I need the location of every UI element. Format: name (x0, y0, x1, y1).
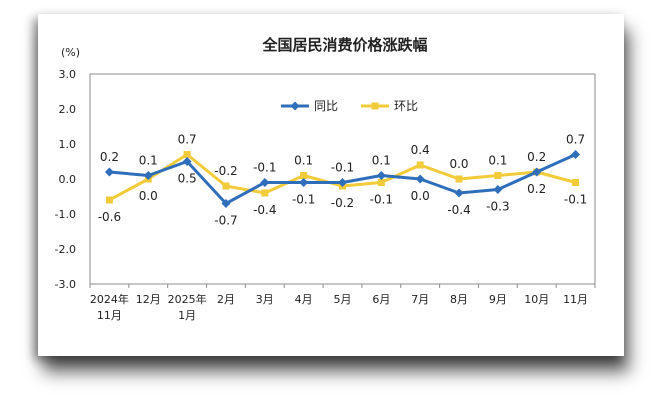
data-point-mom (300, 172, 308, 179)
legend-marker (290, 101, 300, 111)
data-label-mom: 0.2 (527, 182, 546, 196)
data-label-mom: 0.7 (178, 133, 197, 147)
x-tick-label: 11月 (563, 293, 588, 306)
data-point-yoy (221, 199, 231, 208)
x-tick-label: 6月 (372, 293, 390, 306)
data-label-mom: -0.6 (98, 210, 121, 224)
data-point-mom (494, 172, 502, 179)
x-axis: 2024年 11月 12月 2025年 1月 2月 3月 4月 5月 6月 7月 8月 9月 10月 11月 (89, 284, 596, 322)
legend-label: 环比 (394, 99, 418, 113)
data-point-mom (222, 182, 230, 190)
x-tick-label: 5月 (334, 293, 352, 306)
y-tick-label: -3.0 (55, 278, 76, 291)
data-point-mom (105, 196, 113, 204)
y-tick-label: 0.0 (59, 173, 77, 186)
data-point-yoy (104, 167, 114, 177)
data-labels: 0.2 -0.6 0.1 0.0 0.5 0.7 -0.7 -0.2 -0.1 -0.4 -0.1 0… (98, 133, 588, 228)
data-point-yoy (299, 178, 309, 187)
data-label-mom: 0.4 (411, 143, 430, 157)
cpi-line-chart: 全国居民消费价格涨跌幅 (%) 3.0 2.0 1.0 0.0 -1.0 -2.0 -3.0… (55, 36, 596, 322)
plot-area (89, 73, 596, 285)
legend-marker (371, 102, 379, 110)
data-label-yoy: 0.1 (372, 154, 391, 168)
data-point-mom (572, 179, 580, 186)
data-label-yoy: -0.7 (214, 214, 237, 228)
data-point-mom (377, 179, 385, 186)
x-tick-label: 2025年 1月 (168, 292, 207, 322)
data-point-yoy (260, 178, 270, 187)
data-label-mom: -0.1 (564, 193, 587, 207)
x-tick-label: 12月 (136, 293, 161, 306)
x-tick-label: 3月 (256, 293, 274, 306)
series-layer (104, 150, 581, 208)
x-tick-label: 10月 (524, 293, 549, 306)
x-tick-label: 2月 (217, 293, 235, 306)
y-tick-label: 2.0 (59, 103, 77, 116)
data-point-yoy (182, 157, 192, 166)
data-label-yoy: -0.1 (292, 193, 315, 207)
x-tick-label: 8月 (450, 293, 468, 306)
data-point-yoy (493, 185, 503, 194)
x-tick-label: 2024年 11月 (90, 292, 129, 322)
data-label-yoy: 0.5 (178, 172, 197, 186)
data-label-yoy: -0.4 (447, 203, 470, 217)
data-label-yoy: -0.1 (253, 161, 276, 175)
legend-label: 同比 (314, 99, 338, 113)
data-label-yoy: 0.2 (100, 150, 119, 164)
data-label-mom: -0.2 (331, 196, 354, 210)
data-label-mom: 0.1 (294, 154, 313, 168)
data-point-yoy (376, 171, 386, 180)
legend: 同比 环比 (281, 99, 418, 113)
data-point-yoy (532, 167, 542, 177)
data-label-yoy: 0.2 (527, 150, 546, 164)
x-tick-label: 7月 (411, 293, 429, 306)
x-tick-label: 9月 (489, 293, 507, 306)
data-label-yoy: -0.1 (331, 161, 354, 175)
data-point-yoy (143, 171, 153, 180)
data-point-mom (416, 161, 424, 169)
chart-title: 全国居民消费价格涨跌幅 (261, 36, 427, 54)
y-tick-label: -2.0 (55, 243, 76, 256)
data-point-mom (261, 189, 269, 197)
data-point-yoy (454, 188, 464, 198)
data-label-mom: -0.1 (370, 193, 393, 207)
data-label-mom: 0.0 (449, 157, 468, 171)
x-tick-label: 4月 (295, 293, 313, 306)
data-label-yoy: -0.3 (486, 200, 509, 214)
data-label-mom: 0.1 (488, 154, 507, 168)
chart-card: 全国居民消费价格涨跌幅 (%) 3.0 2.0 1.0 0.0 -1.0 -2.0 -3.0… (38, 14, 624, 356)
data-label-yoy: 0.7 (566, 133, 585, 147)
plot-border (89, 73, 596, 285)
data-label-mom: -0.4 (253, 203, 276, 217)
y-tick-label: 1.0 (59, 138, 77, 151)
data-point-yoy (571, 150, 581, 159)
data-point-mom (455, 175, 463, 183)
data-label-mom: -0.2 (214, 164, 237, 178)
data-label-mom: 0.0 (139, 189, 158, 203)
data-point-yoy (338, 178, 347, 187)
y-tick-label: -1.0 (55, 208, 76, 221)
y-axis-unit-label: (%) (61, 46, 80, 59)
y-axis: 3.0 2.0 1.0 0.0 -1.0 -2.0 -3.0 (55, 68, 76, 291)
data-label-yoy: 0.1 (139, 154, 158, 168)
data-label-yoy: 0.0 (411, 189, 430, 203)
data-point-mom (183, 151, 191, 158)
y-tick-label: 3.0 (59, 68, 77, 81)
data-point-yoy (415, 174, 425, 184)
